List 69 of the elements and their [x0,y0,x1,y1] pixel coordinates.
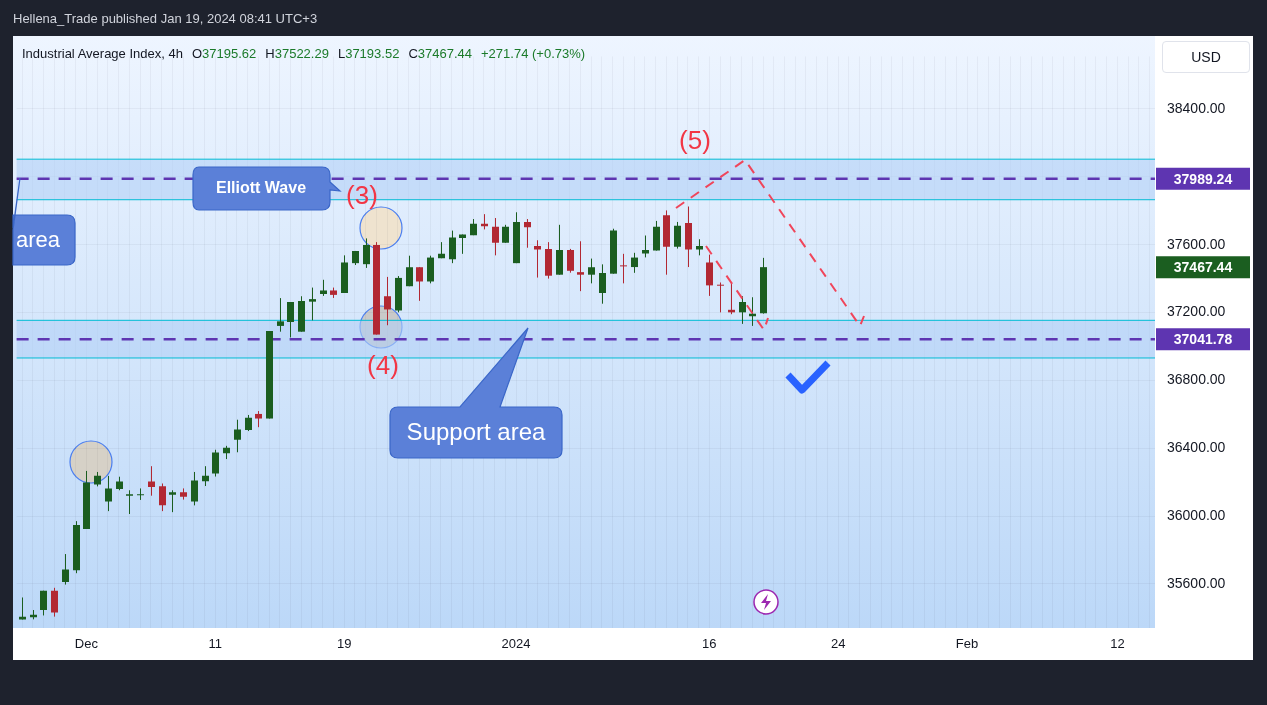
annotation: C37467.44 [408,46,473,61]
y-tick-label: 37200.00 [1167,303,1226,320]
candlestick [706,254,713,297]
candlestick [631,252,638,274]
candlestick [524,218,531,249]
annotation: area [15,227,61,253]
candlestick [620,253,627,284]
annotation: Elliott Wave [215,179,307,197]
y-tick-label: 38400.00 [1167,99,1226,116]
y-tick-label: 36800.00 [1167,371,1226,388]
annotation: Support area [406,418,546,446]
candlestick [449,230,456,264]
candlestick [148,465,155,497]
x-tick-label: 12 [1110,636,1125,652]
chart-subtitle: Industrial Average Index, 4h [22,46,183,61]
y-tick-label: 36400.00 [1167,439,1226,456]
annotation: H37522.29 [265,46,329,61]
candlestick [577,240,584,292]
x-tick-label: 16 [702,636,717,652]
candlestick [416,266,423,302]
x-tick-label: Dec [74,636,99,652]
candlestick [234,419,241,453]
y-tick-label: 35600.00 [1167,574,1226,591]
annotation: O37195.62 [191,46,257,61]
annotation: L37193.52 [337,46,400,61]
candlestick [40,590,47,616]
candlestick [717,282,724,313]
candlestick [674,221,681,250]
y-tick-label: 37600.00 [1167,235,1226,252]
candlestick [459,234,466,255]
annotation: (4) [367,349,399,381]
candlestick [739,295,746,325]
candlestick [567,248,574,274]
candlestick [159,482,166,512]
chart-title: Hellena_Trade published Jan 19, 2024 08:41 UTC+3 [13,11,318,26]
candlestick [534,239,541,279]
candlestick [202,465,209,487]
candlestick [653,220,660,252]
y-axis-title: USD [1162,41,1250,73]
x-tick-label: Feb [955,636,979,652]
candlestick [137,487,144,501]
candlestick [588,258,595,284]
x-tick-label: 11 [208,636,223,652]
annotation: +271.74 (+0.73%) [481,46,586,61]
annotation: (5) [679,124,711,156]
candlestick [287,301,294,338]
candlestick [51,587,58,618]
ref-line-label: 37989.24 [1173,170,1233,187]
candlestick [169,489,176,513]
candlestick [105,475,112,512]
candlestick [126,489,133,515]
ref-line-label: 37041.78 [1173,331,1233,348]
candlestick [492,217,499,256]
candlestick [406,255,413,287]
x-tick-label: 2024 [501,636,531,652]
x-tick-label: 24 [830,636,846,652]
candlestick [384,276,391,326]
candlestick [212,449,219,478]
candlestick [19,596,26,621]
candlestick [427,255,434,284]
x-tick-label: 19 [336,636,352,652]
candlestick [599,263,606,305]
candlestick [191,471,198,506]
candlestick [363,237,370,269]
candlestick [277,297,284,333]
y-tick-label: 36000.00 [1167,506,1226,523]
candlestick [62,553,69,586]
candlestick [309,287,316,321]
text: 37467.44 [1173,259,1233,276]
